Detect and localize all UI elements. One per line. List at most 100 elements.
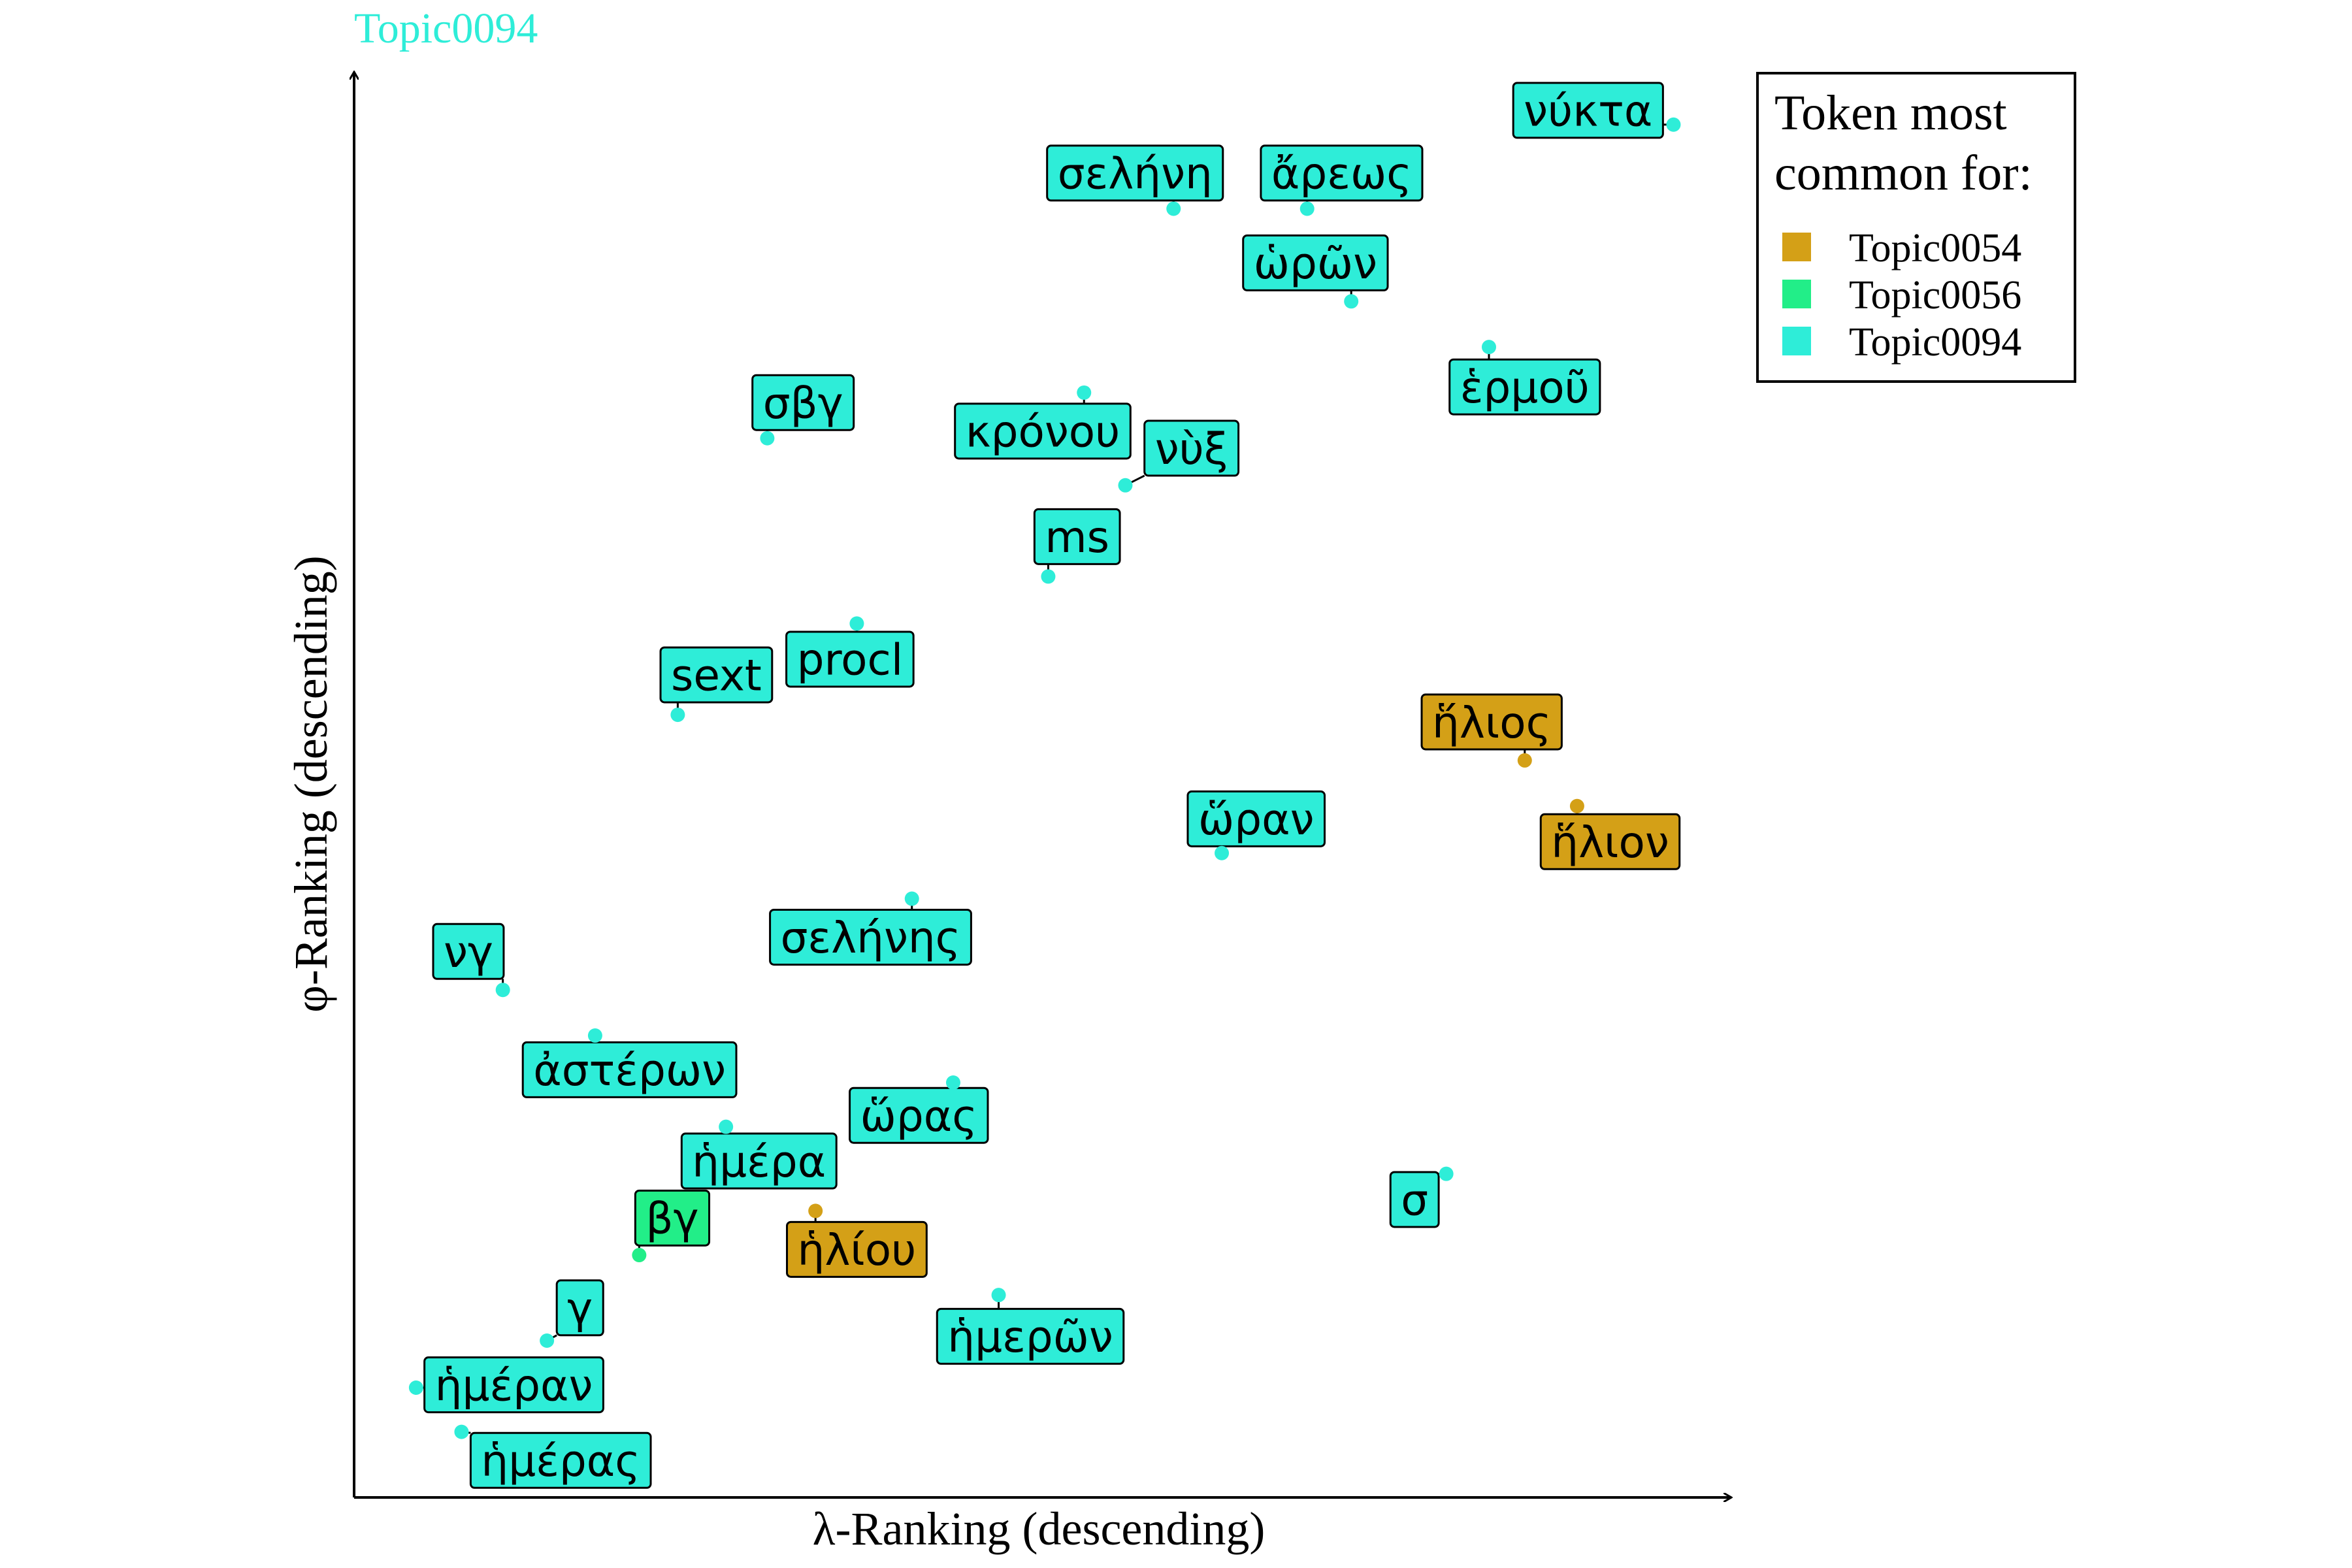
point-label: ἡμέραν xyxy=(435,1360,593,1411)
point-label-box xyxy=(555,1279,604,1337)
point-label-box xyxy=(1260,144,1424,202)
point-marker xyxy=(1517,753,1532,768)
point-label: ἑρμοῦ xyxy=(1460,363,1590,413)
point-marker xyxy=(1569,798,1584,813)
legend-swatch-topic0054 xyxy=(1782,233,1811,261)
point-18: ἡμέρα xyxy=(680,1119,838,1190)
point-1: σελήνη xyxy=(1046,144,1224,216)
point-2: ἄρεως xyxy=(1260,144,1424,216)
point-label: ἡμέρας xyxy=(481,1436,640,1486)
point-label: ἥλιον xyxy=(1551,817,1669,868)
point-marker xyxy=(1118,478,1133,493)
point-label: σ xyxy=(1401,1175,1428,1226)
point-label: κρόνου xyxy=(966,407,1120,457)
point-label-box xyxy=(469,1431,652,1489)
point-label: ἡλίου xyxy=(798,1225,917,1275)
point-marker xyxy=(760,431,775,446)
point-marker xyxy=(1077,385,1092,400)
legend-swatch-topic0094 xyxy=(1782,327,1811,355)
point-label-box xyxy=(769,908,972,966)
point-label: procl xyxy=(797,635,904,685)
point-marker xyxy=(1344,294,1359,309)
point-label: σελήνης xyxy=(781,913,961,963)
point-7: νὺξ xyxy=(1118,419,1240,493)
point-label-box xyxy=(936,1307,1125,1365)
point-marker xyxy=(991,1288,1006,1303)
point-marker xyxy=(587,1028,602,1043)
point-label: ἡμέρα xyxy=(692,1137,826,1187)
point-label-box xyxy=(849,1086,989,1144)
point-marker xyxy=(1166,201,1181,216)
point-label-box xyxy=(785,630,915,688)
point-label-box xyxy=(1033,508,1121,565)
point-23: γ xyxy=(540,1279,604,1348)
point-17: ὥρας xyxy=(849,1075,989,1144)
point-label-box xyxy=(634,1189,711,1247)
point-marker xyxy=(408,1380,423,1395)
point-label-box xyxy=(680,1132,838,1190)
y-axis-label: φ-Ranking (descending) xyxy=(285,555,337,1012)
point-label-box xyxy=(1389,1171,1440,1228)
point-20: ἡλίου xyxy=(786,1203,928,1278)
point-label: ἄρεως xyxy=(1271,149,1412,199)
point-label: νὺξ xyxy=(1155,424,1228,474)
point-label: σελήνη xyxy=(1058,149,1213,199)
point-marker xyxy=(1041,569,1056,584)
point-16: ἀστέρων xyxy=(521,1028,738,1098)
point-label-box xyxy=(521,1041,738,1098)
point-0: νύκτα xyxy=(1512,82,1681,139)
point-25: ἡμέρας xyxy=(454,1424,652,1489)
point-5: σβγ xyxy=(751,374,855,446)
point-label-box xyxy=(432,923,505,980)
point-13: ὥραν xyxy=(1186,790,1326,860)
point-label: ἥλιος xyxy=(1432,698,1551,748)
point-11: ἥλιος xyxy=(1420,693,1563,768)
point-label: ὥραν xyxy=(1198,794,1315,845)
legend-title-line-2: common for: xyxy=(1774,146,2033,201)
point-label: γ xyxy=(567,1284,593,1334)
x-axis-label: λ-Ranking (descending) xyxy=(813,1503,1266,1555)
legend-entry-topic0054: Topic0054 xyxy=(1849,226,2021,270)
point-label: σβγ xyxy=(763,378,843,429)
point-label: νύκτα xyxy=(1524,86,1652,137)
point-10: sext xyxy=(659,646,774,723)
point-6: κρόνου xyxy=(954,385,1132,460)
point-label-box xyxy=(1186,790,1326,847)
point-12: ἥλιον xyxy=(1539,798,1681,870)
legend-entry-topic0056: Topic0056 xyxy=(1849,273,2021,318)
point-label-box xyxy=(1420,693,1563,751)
point-label: ἡμερῶν xyxy=(947,1312,1113,1362)
point-label-box xyxy=(1242,234,1389,291)
point-4: ἑρμοῦ xyxy=(1448,340,1601,416)
point-19: σ xyxy=(1389,1166,1454,1228)
point-marker xyxy=(719,1119,734,1134)
point-21: βγ xyxy=(632,1189,711,1263)
point-label: sext xyxy=(671,651,762,701)
point-8: ms xyxy=(1033,508,1121,584)
point-label-box xyxy=(1448,358,1601,416)
point-marker xyxy=(808,1203,823,1218)
point-marker xyxy=(904,891,919,906)
point-3: ὡρῶν xyxy=(1242,234,1389,309)
point-15: νγ xyxy=(432,923,510,998)
point-marker xyxy=(1215,845,1230,860)
legend-swatch-topic0056 xyxy=(1782,280,1811,308)
point-marker xyxy=(1439,1166,1454,1181)
point-label-box xyxy=(954,402,1132,460)
point-22: ἡμερῶν xyxy=(936,1288,1125,1365)
point-label-box xyxy=(1512,82,1664,139)
point-label: ms xyxy=(1045,512,1109,563)
legend-entry-topic0094: Topic0094 xyxy=(1849,320,2021,365)
point-marker xyxy=(1481,340,1496,355)
legend-title-line-1: Token most xyxy=(1774,86,2007,140)
point-label-box xyxy=(751,374,855,431)
point-label-box xyxy=(1046,144,1224,202)
point-label-box xyxy=(1539,813,1681,870)
point-label: ὡρῶν xyxy=(1254,238,1377,289)
point-marker xyxy=(454,1424,469,1439)
point-24: ἡμέραν xyxy=(408,1356,604,1414)
point-marker xyxy=(540,1333,555,1348)
legend: Token most common for: Topic0054 Topic00… xyxy=(1756,72,2076,383)
